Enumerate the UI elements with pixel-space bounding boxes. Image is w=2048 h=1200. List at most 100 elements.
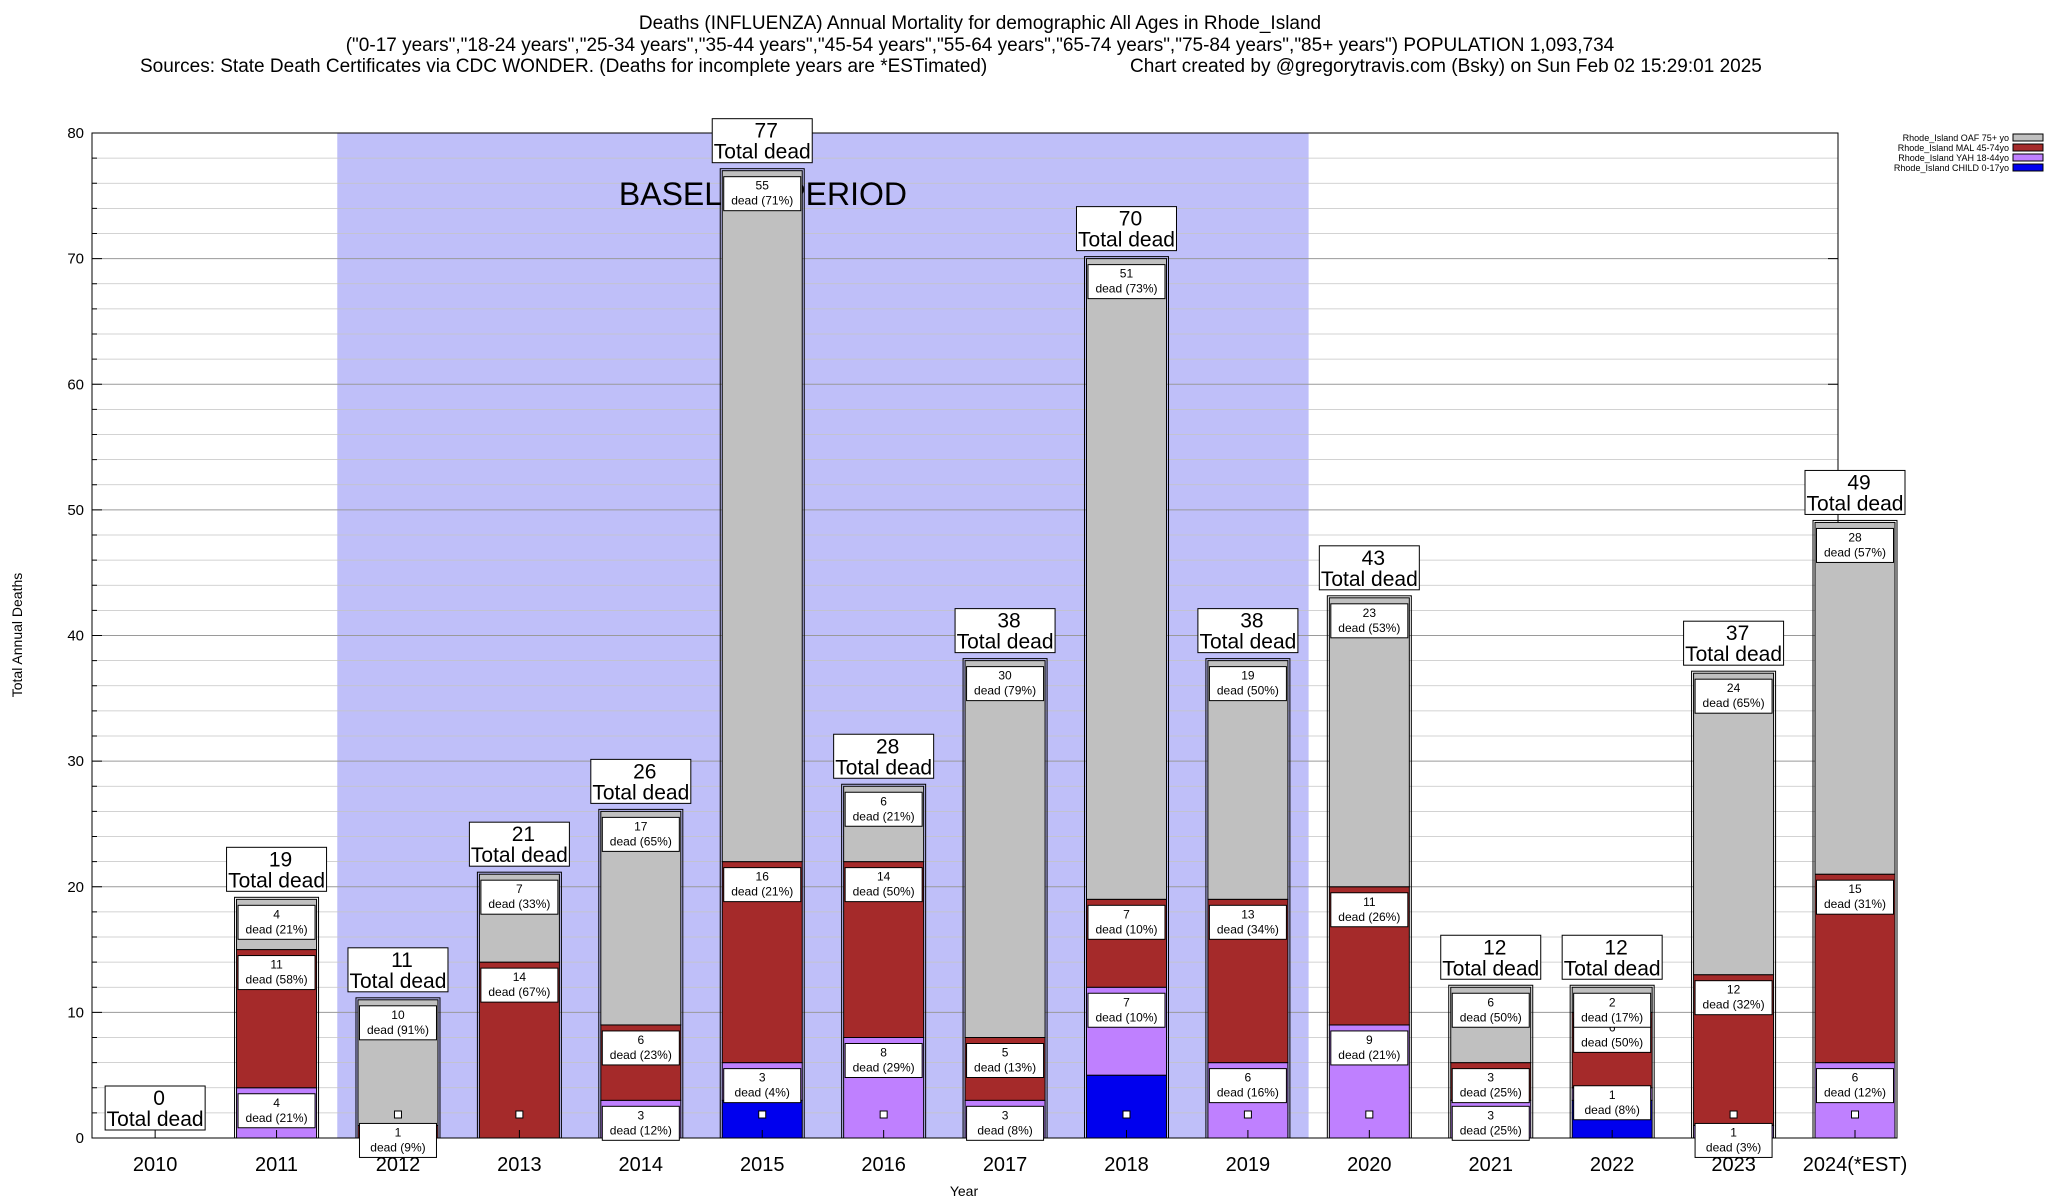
segment-label-box xyxy=(1087,992,1166,1028)
total-label-box xyxy=(954,608,1056,654)
total-label-value: 49 xyxy=(1847,471,1870,494)
segment-label-box xyxy=(1573,992,1652,1028)
segment-label-box xyxy=(1208,904,1287,940)
segment-label-box xyxy=(844,867,923,903)
segment-label-count: 15 xyxy=(1848,882,1862,896)
segment-label-count: 51 xyxy=(1120,267,1134,281)
segment-label-box xyxy=(1694,980,1773,1016)
segment-label-box xyxy=(480,879,559,915)
total-label-value: 28 xyxy=(876,735,899,758)
segment-label-percent: dead (25%) xyxy=(1460,1086,1522,1100)
segment-label-count: 12 xyxy=(1727,983,1741,997)
segment-label-box xyxy=(1208,1068,1287,1104)
total-label-text: Total dead xyxy=(1442,957,1539,980)
x-tick-label: 2014 xyxy=(619,1154,664,1176)
x-tick-marker xyxy=(1243,1110,1252,1119)
segment-label-count: 1 xyxy=(395,1125,402,1139)
total-label-box xyxy=(590,758,692,804)
x-tick-marker xyxy=(515,1110,524,1119)
segment-label-box xyxy=(358,1005,437,1041)
bar-segment xyxy=(1693,672,1775,976)
segment-label-box xyxy=(237,955,316,991)
legend-swatch xyxy=(2012,163,2044,172)
segment-label-percent: dead (79%) xyxy=(974,684,1036,698)
segment-label-box xyxy=(723,1068,802,1104)
segment-label-percent: dead (33%) xyxy=(488,897,550,911)
segment-label-box xyxy=(1573,1085,1652,1121)
total-label-box xyxy=(1561,934,1663,980)
segment-label-percent: dead (4%) xyxy=(735,1086,790,1100)
total-label-value: 37 xyxy=(1726,622,1749,645)
total-label-box xyxy=(1318,545,1420,591)
segment-label-percent: dead (21%) xyxy=(1338,1048,1400,1062)
total-label-text: Total dead xyxy=(1321,568,1418,591)
segment-label-count: 7 xyxy=(1123,995,1130,1009)
bar-segment xyxy=(964,660,1046,1038)
y-tick-label: 70 xyxy=(67,251,84,268)
y-tick-label: 50 xyxy=(67,502,84,519)
chart-credit: Chart created by @gregorytravis.com (Bsk… xyxy=(1130,56,1762,77)
x-tick-label: 2011 xyxy=(255,1154,298,1176)
total-label-value: 21 xyxy=(512,823,535,846)
total-label-value: 43 xyxy=(1362,547,1385,570)
segment-label-percent: dead (21%) xyxy=(246,1111,308,1125)
total-label-value: 26 xyxy=(633,760,656,783)
segment-label-count: 2 xyxy=(1609,995,1616,1009)
total-label-text: Total dead xyxy=(1685,643,1782,666)
bar-segment xyxy=(1085,1074,1167,1139)
total-label-value: 38 xyxy=(1240,610,1263,633)
bar-segment xyxy=(1814,521,1896,875)
legend-swatch xyxy=(2012,153,2044,162)
segment-label-box xyxy=(1208,666,1287,702)
segment-label-count: 4 xyxy=(273,1096,280,1110)
total-label-box xyxy=(1440,934,1542,980)
segment-label-count: 6 xyxy=(1852,1071,1859,1085)
segment-label-box xyxy=(480,967,559,1003)
segment-label-count: 1 xyxy=(1609,1088,1616,1102)
segment-label-count: 11 xyxy=(270,958,283,972)
segment-label-count: 3 xyxy=(1002,1108,1009,1122)
bar-segment xyxy=(721,170,803,863)
segment-label-box xyxy=(1087,904,1166,940)
total-label-box xyxy=(104,1085,206,1131)
x-tick-marker xyxy=(1365,1110,1374,1119)
x-tick-label: 2013 xyxy=(497,1154,542,1176)
total-label-box xyxy=(1683,620,1785,666)
segment-label-percent: dead (9%) xyxy=(370,1140,425,1154)
total-label-text: Total dead xyxy=(957,631,1054,654)
segment-label-count: 24 xyxy=(1727,681,1741,695)
segment-label-count: 8 xyxy=(880,1046,887,1060)
segment-label-box xyxy=(966,1105,1045,1141)
y-tick-label: 20 xyxy=(67,879,84,896)
x-tick-label: 2023 xyxy=(1711,1154,1756,1176)
y-tick-label: 0 xyxy=(76,1130,84,1147)
x-tick-label: 2015 xyxy=(740,1154,785,1176)
legend-label: Rhode_Island YAH 18-44yo xyxy=(1898,153,2009,163)
x-tick-label: 2012 xyxy=(376,1154,421,1176)
segment-label-percent: dead (71%) xyxy=(731,194,793,208)
segment-label-percent: dead (29%) xyxy=(853,1061,915,1075)
segment-label-percent: dead (34%) xyxy=(1217,922,1279,936)
legend-label: Rhode_Island MAL 45-74yo xyxy=(1898,143,2009,153)
legend-label: Rhode_Island OAF 75+ yo xyxy=(1903,133,2009,143)
segment-label-box xyxy=(844,791,923,827)
segment-label-percent: dead (3%) xyxy=(1706,1140,1761,1154)
segment-label-percent: dead (53%) xyxy=(1338,621,1400,635)
segment-label-percent: dead (26%) xyxy=(1338,910,1400,924)
y-tick-label: 60 xyxy=(67,376,84,393)
legend-swatch xyxy=(2012,133,2044,142)
segment-label-count: 23 xyxy=(1363,606,1377,620)
total-label-text: Total dead xyxy=(1564,957,1661,980)
segment-label-count: 55 xyxy=(756,179,770,193)
x-tick-label: 2010 xyxy=(133,1154,178,1176)
segment-label-percent: dead (25%) xyxy=(1460,1123,1522,1137)
x-tick-marker xyxy=(758,1110,767,1119)
x-tick-label: 2019 xyxy=(1226,1154,1271,1176)
total-label-text: Total dead xyxy=(107,1108,204,1131)
segment-label-percent: dead (65%) xyxy=(1703,696,1765,710)
segment-label-percent: dead (57%) xyxy=(1824,545,1886,559)
y-tick-label: 80 xyxy=(67,125,84,142)
segment-label-box xyxy=(237,1093,316,1129)
segment-label-box xyxy=(1451,1105,1530,1141)
x-axis-label: Year xyxy=(950,1183,979,1199)
